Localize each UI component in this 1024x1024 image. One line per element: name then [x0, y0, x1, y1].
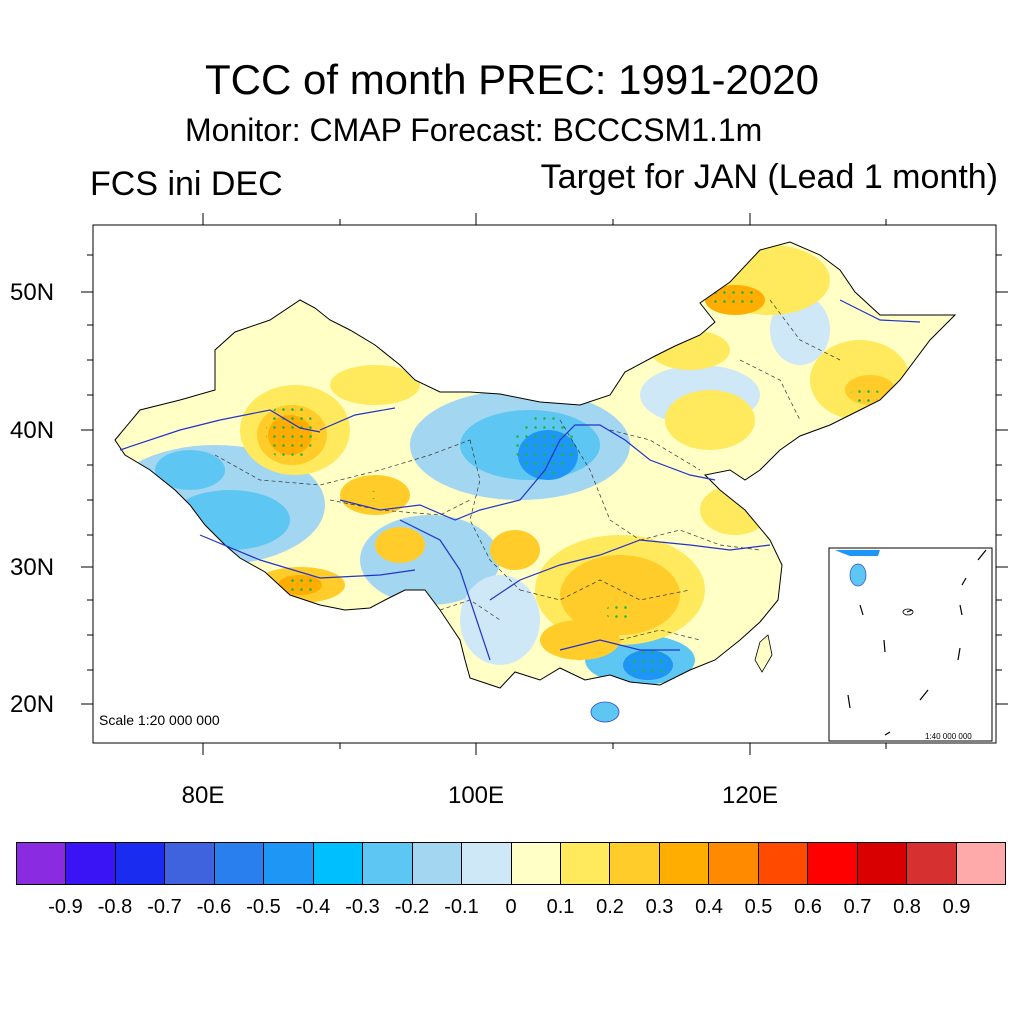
colorbar-swatch	[165, 843, 215, 884]
colorbar-tick-label: -0.5	[246, 896, 281, 918]
china-border	[114, 241, 957, 689]
colorbar-tick-label: 0.5	[744, 896, 773, 918]
colorbar-swatch	[808, 843, 858, 884]
colorbar-swatch	[66, 843, 116, 884]
colorbar-swatch	[956, 843, 1006, 884]
colorbar-swatch	[363, 843, 413, 884]
chart-title: TCC of month PREC: 1991-2020	[205, 56, 819, 103]
lat-label-20n: 20N	[10, 691, 55, 718]
colorbar-tick-label: 0.6	[794, 896, 822, 918]
colorbar-swatch	[264, 843, 314, 884]
colorbar-tick-label: 0.9	[942, 896, 971, 918]
province-boundaries	[214, 299, 841, 641]
lat-label-40n: 40N	[10, 417, 55, 444]
lat-label-50n: 50N	[10, 279, 55, 306]
taiwan-island	[754, 634, 773, 673]
lon-label-120e: 120E	[721, 782, 779, 809]
colorbar-tick-label: 0	[505, 896, 517, 918]
scale-main-label: Scale 1:20 000 000	[99, 712, 220, 728]
colorbar-tick-label: -0.1	[444, 896, 479, 918]
colorbar-swatch	[511, 843, 561, 884]
rivers	[119, 299, 921, 661]
colorbar-tick-label: -0.8	[97, 896, 133, 918]
colorbar-tick-label: -0.9	[48, 896, 83, 918]
chart-subtitle: Monitor: CMAP Forecast: BCCCSM1.1m	[185, 112, 763, 148]
colorbar-swatch	[560, 843, 611, 884]
colorbar-swatch	[115, 843, 166, 884]
lon-label-100e: 100E	[447, 782, 505, 809]
colorbar-swatch	[214, 843, 265, 884]
colorbar-tick-label: -0.2	[394, 896, 430, 918]
lat-label-30n: 30N	[10, 554, 55, 581]
colorbar-swatch	[758, 843, 809, 884]
hainan-island	[590, 701, 620, 723]
lon-label-80e: 80E	[181, 782, 225, 809]
colorbar-tick-label: 0.3	[645, 896, 674, 918]
colorbar-swatch	[313, 843, 364, 884]
colorbar-tick-label: 0.8	[893, 896, 921, 918]
colorbar	[16, 842, 1006, 885]
colorbar-tick-label: 0.4	[695, 896, 723, 918]
colorbar-swatch	[17, 843, 67, 884]
colorbar-tick-label: 0.7	[843, 896, 872, 918]
left-label: FCS ini DEC	[90, 165, 283, 203]
colorbar-swatch	[709, 843, 759, 884]
colorbar-tick-label: -0.7	[147, 896, 182, 918]
colorbar-tick-label: 0.1	[546, 896, 575, 918]
colorbar-tick-label: -0.4	[295, 896, 331, 918]
colorbar-swatch	[462, 843, 512, 884]
colorbar-swatch	[610, 843, 660, 884]
colorbar-tick-label: -0.3	[345, 896, 380, 918]
axis-ticks	[81, 213, 1008, 755]
colorbar-tick-label: 0.2	[596, 896, 624, 918]
colorbar-swatch	[412, 843, 463, 884]
colorbar-swatch	[857, 843, 908, 884]
colorbar-swatch	[907, 843, 957, 884]
south-china-sea-inset	[828, 547, 993, 742]
right-label: Target for JAN (Lead 1 month)	[540, 158, 998, 196]
colorbar-tick-label: -0.6	[196, 896, 232, 918]
colorbar-swatch	[659, 843, 710, 884]
scale-inset-label: 1:40 000 000	[925, 732, 972, 741]
